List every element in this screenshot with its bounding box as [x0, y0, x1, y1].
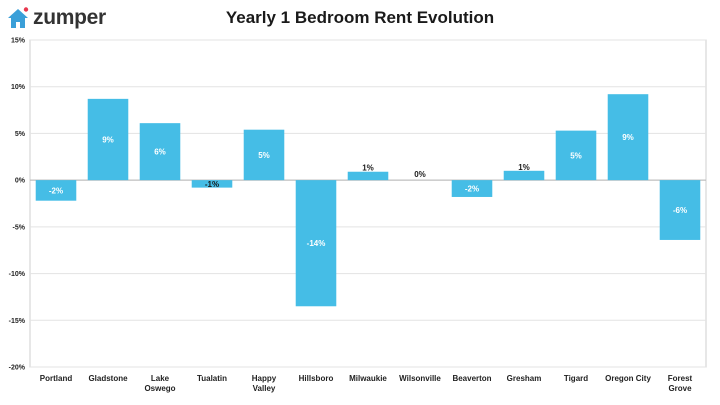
house-icon	[8, 7, 29, 28]
category-label: Beaverton	[452, 374, 491, 383]
data-label: -2%	[465, 185, 479, 194]
y-tick-label: -5%	[13, 224, 26, 231]
y-tick-label: 5%	[15, 131, 26, 138]
data-label: 1%	[518, 163, 530, 172]
brand-name: zumper	[33, 6, 106, 29]
data-label: 9%	[622, 133, 634, 142]
y-tick-label: 0%	[15, 178, 26, 185]
category-label: Valley	[253, 384, 276, 393]
zumper-logo: zumper	[6, 5, 106, 31]
y-tick-label: 15%	[11, 38, 26, 45]
data-label: 5%	[258, 151, 270, 160]
bar	[451, 180, 493, 197]
data-label: 5%	[570, 151, 582, 160]
data-label: 9%	[102, 136, 114, 145]
data-label: -6%	[673, 206, 687, 215]
data-label: -2%	[49, 186, 63, 195]
data-label: 6%	[154, 148, 166, 157]
category-label: Milwaukie	[349, 374, 387, 383]
y-tick-label: -15%	[9, 318, 26, 325]
bar	[347, 171, 389, 181]
bar	[659, 180, 701, 240]
category-label: Happy	[252, 374, 277, 383]
category-label: Grove	[668, 384, 692, 393]
bar	[555, 130, 597, 181]
data-label: -1%	[205, 180, 219, 189]
bar	[503, 170, 545, 181]
y-tick-label: -10%	[9, 271, 26, 278]
category-label: Portland	[40, 374, 73, 383]
bar	[243, 129, 285, 181]
bar	[139, 123, 181, 181]
bar	[87, 98, 129, 181]
bar	[295, 180, 337, 307]
data-label: 1%	[362, 164, 374, 173]
bar	[191, 180, 233, 188]
bar	[607, 94, 649, 181]
data-label: -14%	[307, 239, 326, 248]
y-tick-label: 10%	[11, 84, 26, 91]
category-label: Oregon City	[605, 374, 651, 383]
plot-frame	[29, 39, 707, 368]
category-label: Tualatin	[197, 374, 227, 383]
category-label: Forest	[668, 374, 693, 383]
bar	[35, 180, 77, 201]
chart-title: Yearly 1 Bedroom Rent Evolution	[225, 8, 495, 27]
category-label: Gladstone	[88, 374, 128, 383]
data-label: 0%	[414, 170, 426, 179]
category-label: Gresham	[507, 374, 542, 383]
category-label: Hillsboro	[299, 374, 334, 383]
category-label: Wilsonville	[399, 374, 441, 383]
y-tick-label: -20%	[9, 365, 26, 372]
category-label: Oswego	[144, 384, 175, 393]
category-label: Lake	[151, 374, 170, 383]
category-label: Tigard	[564, 374, 588, 383]
